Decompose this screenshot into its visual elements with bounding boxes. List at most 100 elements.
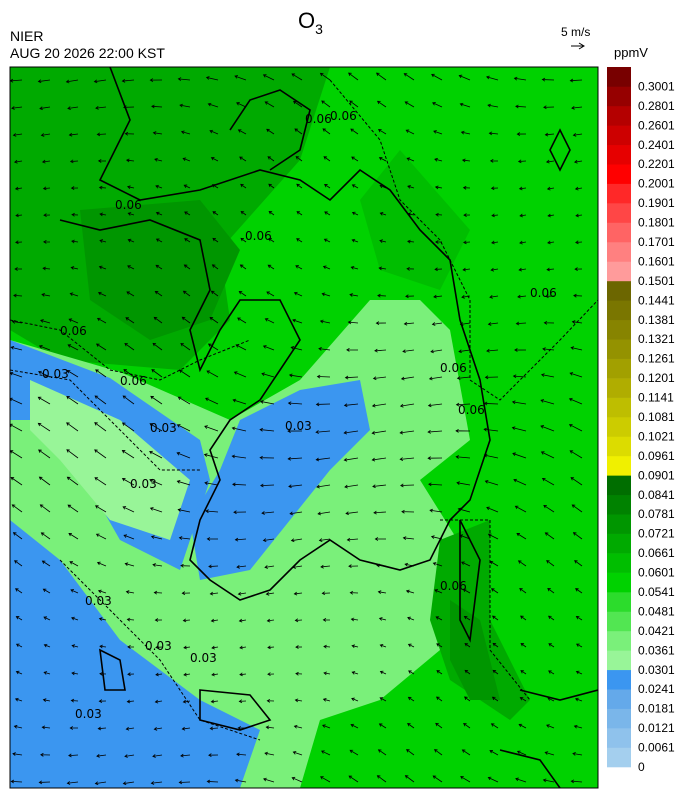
wind-arrow (377, 293, 387, 298)
wind-scale-label: 5 m/s (561, 25, 590, 39)
wind-arrow (492, 642, 499, 648)
wind-arrow (515, 104, 527, 109)
wind-arrow (348, 564, 359, 569)
wind-arrow (124, 562, 135, 567)
wind-arrow (316, 374, 331, 379)
wind-arrow (489, 295, 499, 299)
wind-arrow (268, 210, 275, 216)
contour-label: 0.03 (150, 421, 177, 435)
wind-arrow (573, 724, 583, 729)
wind-arrow (375, 72, 387, 81)
wind-arrow (40, 319, 51, 324)
wind-arrow (11, 504, 23, 513)
wind-arrow (542, 778, 555, 783)
wind-arrow (14, 697, 23, 702)
wind-arrow (39, 504, 51, 513)
wind-arrow (322, 724, 331, 729)
wind-arrow (291, 73, 303, 81)
colorbar-swatch (607, 475, 631, 496)
wind-arrow (154, 157, 163, 162)
wind-arrow (43, 643, 51, 648)
colorbar-label: 0.1021 (638, 429, 675, 443)
contour-labels: 0.06 0.06 0.06 0.06 0.06 0.06 0.06 0.06 … (42, 109, 557, 721)
wind-arrow (483, 401, 499, 406)
title-main: O (298, 8, 315, 33)
colorbar-label: 0.1601 (638, 254, 675, 268)
wind-arrow (547, 240, 555, 245)
colorbar-swatch (607, 650, 631, 671)
wind-arrow (127, 672, 135, 677)
wind-arrow (351, 238, 359, 243)
wind-arrow (176, 480, 191, 486)
wind-arrow (95, 533, 107, 540)
wind-arrow (238, 699, 247, 704)
wind-arrow (351, 184, 359, 189)
wind-arrow (517, 294, 527, 299)
wind-arrow (121, 422, 135, 432)
wind-arrow (515, 321, 527, 326)
wind-arrow (402, 536, 415, 540)
wind-arrow (571, 105, 583, 110)
wind-arrow (261, 372, 275, 378)
wind-arrow (543, 320, 555, 325)
wind-arrow (379, 643, 387, 648)
wind-arrow (458, 349, 471, 354)
wind-arrow (13, 159, 23, 164)
wind-arrow (464, 643, 471, 648)
wind-arrow (176, 451, 191, 459)
colorbar-swatch (607, 630, 631, 651)
wind-arrow (350, 617, 359, 622)
colorbar-swatch (607, 125, 631, 146)
wind-arrow (547, 697, 555, 702)
wind-arrow (97, 589, 107, 594)
wind-arrow (121, 78, 135, 83)
wind-arrow (484, 375, 499, 380)
wind-arrow (456, 481, 471, 486)
wind-arrow (548, 670, 555, 675)
wind-arrow (460, 130, 471, 135)
wind-arrow (123, 105, 135, 110)
colorbar-label: 0.2201 (638, 157, 675, 171)
wind-arrow (236, 564, 247, 569)
wind-arrow (544, 532, 555, 540)
wind-arrow (259, 455, 275, 460)
field-low3 (190, 380, 370, 580)
colorbar-label: 0.2001 (638, 177, 675, 191)
wind-arrow (150, 395, 163, 405)
wind-arrow (320, 564, 331, 569)
wind-arrow (40, 752, 51, 757)
wind-arrow (66, 422, 79, 432)
contour-label: 0.06 (440, 579, 467, 593)
wind-arrow (38, 449, 51, 459)
wind-arrow (14, 267, 23, 271)
wind-arrow (292, 100, 303, 108)
wind-arrow (433, 294, 443, 299)
wind-arrow (14, 560, 23, 567)
wind-arrow (204, 481, 219, 486)
colorbar-swatch (607, 300, 631, 321)
title: O3 (298, 8, 323, 37)
wind-arrow (315, 457, 331, 462)
wind-arrow (267, 156, 275, 162)
wind-arrow (348, 775, 359, 783)
wind-arrow (234, 778, 247, 783)
wind-arrow (232, 482, 247, 487)
wind-arrow (152, 754, 163, 758)
wind-arrow (295, 265, 303, 270)
wind-arrow (570, 779, 583, 784)
wind-arrow (462, 267, 471, 272)
wind-arrow (180, 343, 191, 351)
wind-arrow (287, 429, 303, 433)
wind-arrow (233, 371, 247, 378)
wind-arrow (294, 618, 303, 623)
wind-arrow (405, 294, 415, 299)
colorbar-label: 0.1901 (638, 196, 675, 210)
wind-arrow (66, 395, 79, 405)
wind-arrow (268, 183, 275, 189)
wind-arrow (372, 484, 387, 489)
wind-arrow (344, 375, 359, 380)
wind-arrow (464, 696, 471, 702)
wind-arrow (153, 590, 163, 595)
wind-arrow (121, 450, 135, 459)
